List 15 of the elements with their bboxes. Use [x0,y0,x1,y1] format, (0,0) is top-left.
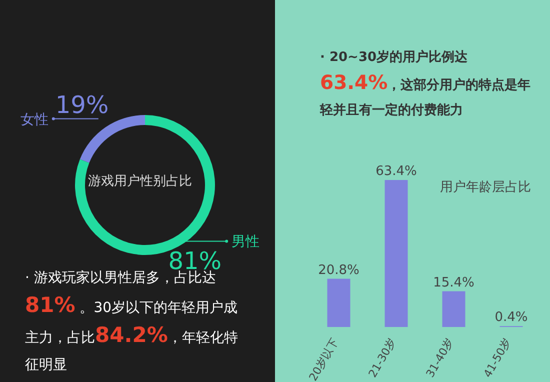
bar [442,291,466,327]
bar [384,180,408,327]
data-label: 19% [55,90,109,119]
data-label: 63.4% [376,164,417,179]
slice-label: 女性 [20,112,48,128]
text: 游戏用户性别占比 [87,173,193,190]
data-label: 20.8% [318,262,360,278]
donut-slice [80,115,145,163]
data-label: 15.4% [433,275,474,290]
legend-label: 男性 [232,234,260,250]
bar [327,278,350,327]
data-label: 0.4% [494,310,528,326]
text: · 20~30岁的用户比例达 63.4%，这部分用户的特点是年轻并且有一定的付费能力 [320,50,531,118]
x-tick-label: 20岁以下 [306,336,342,382]
chart-title: 用户年龄层占比 [440,179,531,196]
